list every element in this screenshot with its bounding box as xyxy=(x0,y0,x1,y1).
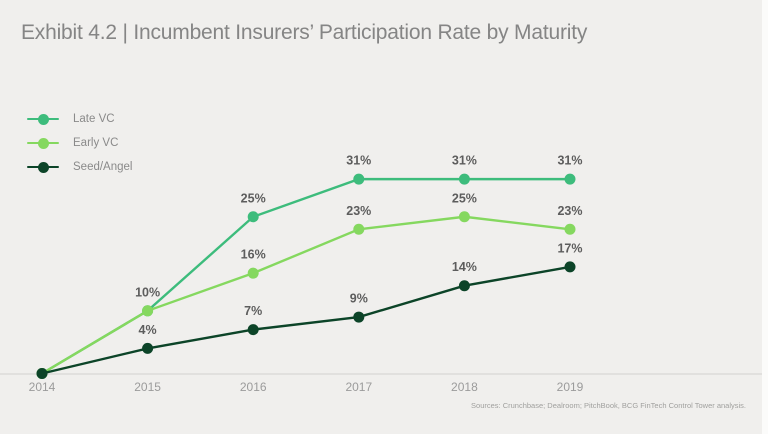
data-point-late-vc-2017 xyxy=(353,173,365,185)
data-point-early-vc-2017 xyxy=(353,223,365,235)
year-label-2015: 2015 xyxy=(134,380,161,394)
data-point-late-vc-2016 xyxy=(247,211,259,223)
data-point-late-vc-2019 xyxy=(564,173,576,185)
value-label-early-vc-2016: 16% xyxy=(241,248,266,262)
early-vc-marker-icon xyxy=(27,137,59,149)
exhibit-title: Exhibit 4.2 | Incumbent Insurers’ Partic… xyxy=(21,21,588,44)
series-line-seed-angel xyxy=(41,265,571,375)
data-point-seed-angel-2014 xyxy=(36,368,48,379)
data-point-early-vc-2015 xyxy=(142,305,154,317)
year-label-2014: 2014 xyxy=(29,380,56,394)
legend-label-early-vc: Early VC xyxy=(73,137,119,149)
year-label-2016: 2016 xyxy=(240,380,267,394)
legend-dot xyxy=(37,137,49,149)
value-label-late-vc-2019: 31% xyxy=(557,154,582,168)
legend-label-late-vc: Late VC xyxy=(73,113,115,125)
value-label-late-vc-2016: 25% xyxy=(241,191,266,205)
year-label-2018: 2018 xyxy=(451,380,478,394)
data-point-seed-angel-2018 xyxy=(458,280,470,292)
data-point-seed-angel-2019 xyxy=(564,261,576,273)
legend-label-seed-angel: Seed/Angel xyxy=(73,161,133,173)
data-point-seed-angel-2015 xyxy=(142,342,154,354)
data-point-early-vc-2019 xyxy=(564,223,576,235)
data-point-seed-angel-2016 xyxy=(247,324,259,336)
value-label-late-vc-2018: 31% xyxy=(452,154,477,168)
value-label-early-vc-2018: 25% xyxy=(452,191,477,205)
legend-item-seed-angel: Seed/Angel xyxy=(27,155,132,179)
legend-item-late-vc: Late VC xyxy=(27,107,132,131)
late-vc-marker-icon xyxy=(27,113,59,125)
slide-right-edge xyxy=(762,0,768,434)
data-point-early-vc-2018 xyxy=(458,211,470,223)
value-label-seed-angel-2019: 17% xyxy=(557,241,582,255)
source-note: Sources: Crunchbase; Dealroom; PitchBook… xyxy=(471,401,746,410)
value-label-late-vc-2015: 10% xyxy=(135,285,160,299)
data-point-early-vc-2016 xyxy=(247,267,259,279)
value-label-seed-angel-2015: 4% xyxy=(139,323,157,337)
year-label-2019: 2019 xyxy=(557,380,584,394)
value-label-early-vc-2019: 23% xyxy=(557,204,582,218)
value-label-seed-angel-2016: 7% xyxy=(244,304,262,318)
year-label-2017: 2017 xyxy=(345,380,372,394)
data-point-late-vc-2018 xyxy=(458,173,470,185)
seed-angel-marker-icon xyxy=(27,161,59,173)
value-label-early-vc-2017: 23% xyxy=(346,204,371,218)
legend-dot xyxy=(37,161,49,173)
value-label-late-vc-2017: 31% xyxy=(346,154,371,168)
legend-item-early-vc: Early VC xyxy=(27,131,132,155)
chart-legend: Late VC Early VC Seed/Angel xyxy=(27,107,132,179)
value-label-seed-angel-2017: 9% xyxy=(350,292,368,306)
series-line-early-vc xyxy=(41,215,571,375)
series-line-late-vc xyxy=(41,177,570,375)
legend-dot xyxy=(37,113,49,125)
value-label-seed-angel-2018: 14% xyxy=(452,260,477,274)
data-point-seed-angel-2017 xyxy=(353,311,365,323)
